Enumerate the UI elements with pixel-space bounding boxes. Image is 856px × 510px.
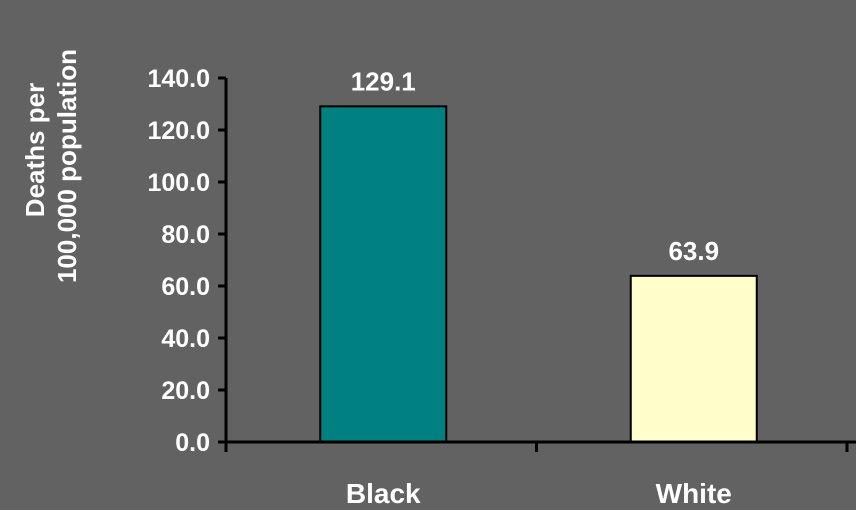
- y-tick-label: 100.0: [147, 169, 210, 197]
- y-axis-title-line-1: Deaths per: [20, 83, 50, 217]
- y-tick-label: 80.0: [161, 221, 210, 249]
- y-tick-label: 40.0: [161, 325, 210, 353]
- y-tick-label: 120.0: [147, 117, 210, 145]
- y-tick-label: 140.0: [147, 65, 210, 93]
- bars: 129.1 Black 63.9 White: [319, 66, 758, 509]
- y-axis-title-line-2: 100,000 population: [52, 49, 82, 283]
- x-category-label: Black: [346, 478, 421, 509]
- y-axis-ticks: 0.0 20.0 40.0 60.0 80.0 100.0 120.0 140.0: [147, 65, 228, 457]
- bar-white: [629, 274, 758, 443]
- data-label: 129.1: [351, 66, 416, 96]
- x-category-label: White: [656, 478, 732, 509]
- y-tick-label: 20.0: [161, 377, 210, 405]
- bar-black: [319, 105, 448, 443]
- data-label: 63.9: [668, 236, 719, 266]
- y-tick-label: 60.0: [161, 273, 210, 301]
- y-tick-label: 0.0: [175, 429, 210, 457]
- x-axis: [224, 440, 856, 452]
- y-axis-title: Deaths per 100,000 population: [20, 49, 82, 283]
